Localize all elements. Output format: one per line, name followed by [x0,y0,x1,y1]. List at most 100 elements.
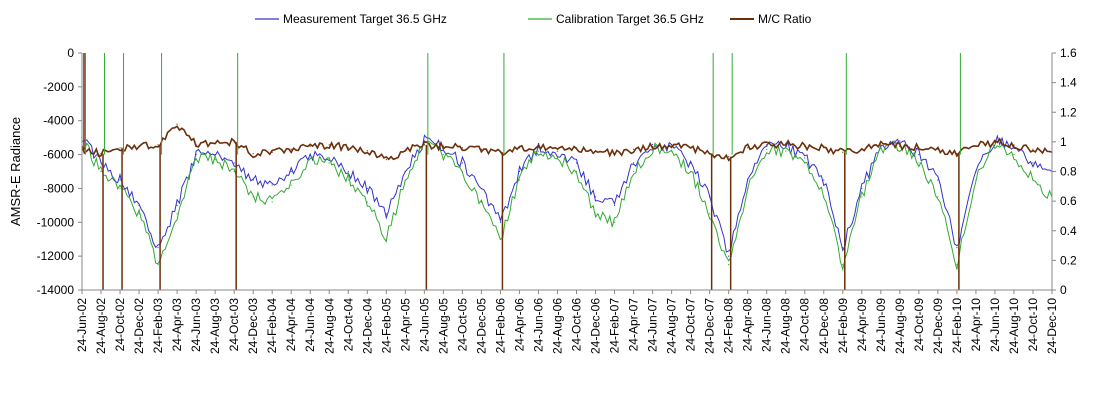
data-point [804,157,806,159]
data-point [100,153,102,155]
x-tick-label: 24-Apr-03 [170,298,184,352]
data-point [195,153,197,156]
y-tick-label: -10000 [37,215,75,229]
y-tick-label: -4000 [43,114,74,128]
data-point [214,142,216,144]
data-point [671,144,673,146]
data-point [613,221,616,223]
x-tick-label: 24-Jun-02 [75,298,89,352]
data-point [119,187,121,190]
data-point [328,144,330,146]
data-point [252,153,254,155]
x-tick-label: 24-Apr-08 [741,298,755,352]
data-point [937,196,939,198]
x-tick-label: 24-Jun-10 [988,298,1002,352]
x-tick-label: 24-Feb-05 [379,298,393,354]
data-point [899,140,901,142]
data-point [823,179,825,181]
data-point [176,123,178,125]
x-tick-label: 24-Dec-07 [703,298,717,354]
x-tick-label: 24-Jun-06 [531,298,545,352]
x-tick-label: 24-Feb-10 [950,298,964,354]
data-point [747,179,749,181]
y2-tick-label: 1.2 [1060,105,1077,119]
y-axis-title: AMSR-E Radiance [8,117,23,226]
data-point [709,153,711,155]
data-point [747,147,749,149]
x-tick-label: 24-Dec-09 [931,298,945,354]
data-point [195,159,197,161]
data-point [537,150,540,152]
data-point [613,153,616,155]
x-tick-label: 24-Oct-05 [455,298,469,352]
x-tick-label: 24-Aug-08 [779,298,793,354]
data-point [100,170,102,173]
x-tick-label: 24-Aug-07 [665,298,679,354]
data-point [309,157,311,159]
data-point [1032,179,1034,181]
data-point [747,187,749,190]
x-tick-label: 24-Jun-08 [760,298,774,352]
data-point [975,179,977,181]
data-point [556,157,559,159]
series-line-1 [81,140,1053,272]
data-point [176,204,178,206]
data-point [385,213,387,215]
data-point [632,148,635,150]
x-tick-label: 24-Aug-10 [1007,298,1021,354]
data-point [728,255,730,257]
x-tick-label: 24-Dec-02 [132,298,146,354]
series-line-2 [81,125,1053,162]
data-point [880,144,882,146]
data-point [861,148,863,150]
data-point [366,201,368,203]
data-point [956,247,958,249]
data-point [918,162,920,164]
data-point [366,150,368,152]
y-tick-label: -6000 [43,148,74,162]
data-point [499,238,502,240]
data-point [290,148,292,150]
y2-tick-label: 1.4 [1060,76,1077,90]
data-point [918,153,920,156]
data-point [328,162,330,164]
data-point [766,148,768,151]
data-point [461,147,463,149]
data-point [842,264,844,266]
data-point [709,213,711,215]
data-point [271,151,273,153]
data-point [575,162,578,164]
data-point [899,145,901,147]
data-point [309,145,311,147]
data-point [594,213,597,215]
data-point [404,170,406,173]
x-tick-label: 24-Aug-03 [208,298,222,354]
data-point [956,153,958,155]
data-point [461,170,463,173]
data-point [499,221,502,223]
data-point [556,148,559,150]
data-point [271,184,273,186]
x-tick-label: 24-Feb-07 [608,298,622,354]
x-tick-label: 24-Jun-09 [874,298,888,352]
data-point [233,170,235,173]
x-tick-label: 24-Aug-05 [436,298,450,354]
data-point [766,145,768,147]
x-tick-label: 24-Aug-06 [550,298,564,354]
x-tick-label: 24-Jun-04 [303,298,317,352]
y2-tick-label: 0.4 [1060,224,1077,238]
y2-tick-label: 0.8 [1060,165,1077,179]
data-point [823,196,825,198]
data-point [613,204,616,206]
data-point [252,196,254,198]
x-tick-label: 24-Aug-02 [94,298,108,354]
data-point [157,144,159,146]
x-tick-label: 24-Oct-07 [684,298,698,352]
data-point [594,196,597,198]
data-point [785,145,787,147]
x-tick-label: 24-Dec-05 [474,298,488,354]
data-point [861,187,863,190]
data-point [271,201,273,203]
data-point [385,159,387,161]
